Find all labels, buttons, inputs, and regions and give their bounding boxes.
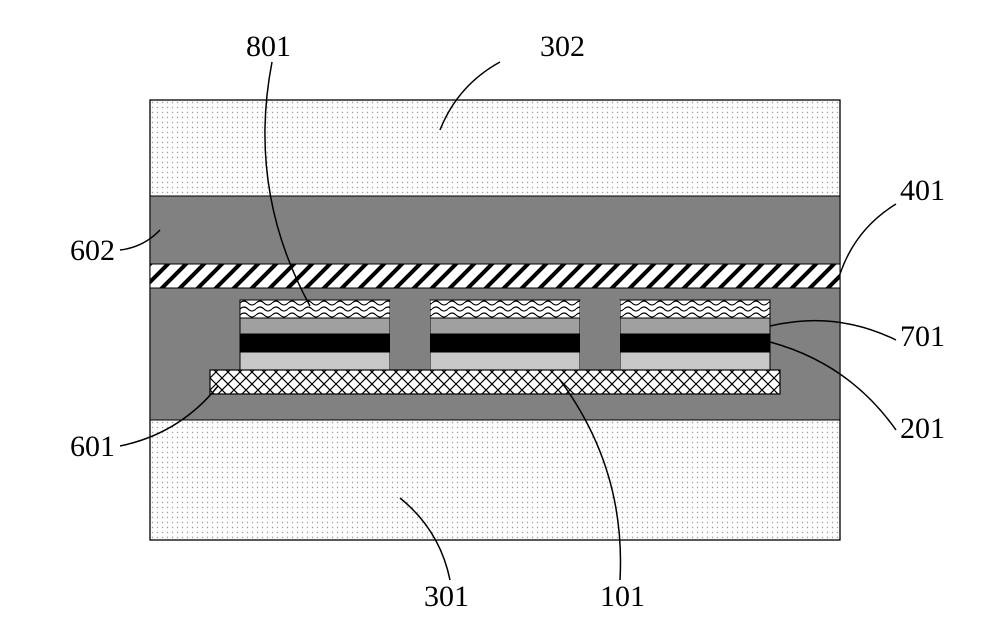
substrate-101 xyxy=(210,370,780,394)
label-201: 201 xyxy=(900,412,945,445)
label-301: 301 xyxy=(424,580,469,613)
stack-1-layer-201 xyxy=(430,334,580,352)
l401-leader xyxy=(840,204,896,274)
label-101: 101 xyxy=(600,580,645,613)
label-701: 701 xyxy=(900,320,945,353)
stack-0-layer-801 xyxy=(240,300,390,318)
band-602 xyxy=(150,196,840,264)
label-401: 401 xyxy=(900,174,945,207)
label-302: 302 xyxy=(540,30,585,63)
stack-2-layer-201 xyxy=(620,334,770,352)
label-602: 602 xyxy=(70,234,115,267)
pillar-0 xyxy=(390,300,430,370)
stack-0-layer-201 xyxy=(240,334,390,352)
pillar-1 xyxy=(580,300,620,370)
band-401-hatched xyxy=(150,264,840,288)
stack-1-layer-801 xyxy=(430,300,580,318)
label-801: 801 xyxy=(246,30,291,63)
stack-1-layer-base xyxy=(430,352,580,370)
stack-1-layer-701 xyxy=(430,318,580,334)
stack-2-layer-801 xyxy=(620,300,770,318)
stack-2-layer-base xyxy=(620,352,770,370)
label-601: 601 xyxy=(70,430,115,463)
stack-0-layer-701 xyxy=(240,318,390,334)
stack-2-layer-701 xyxy=(620,318,770,334)
stack-0-layer-base xyxy=(240,352,390,370)
